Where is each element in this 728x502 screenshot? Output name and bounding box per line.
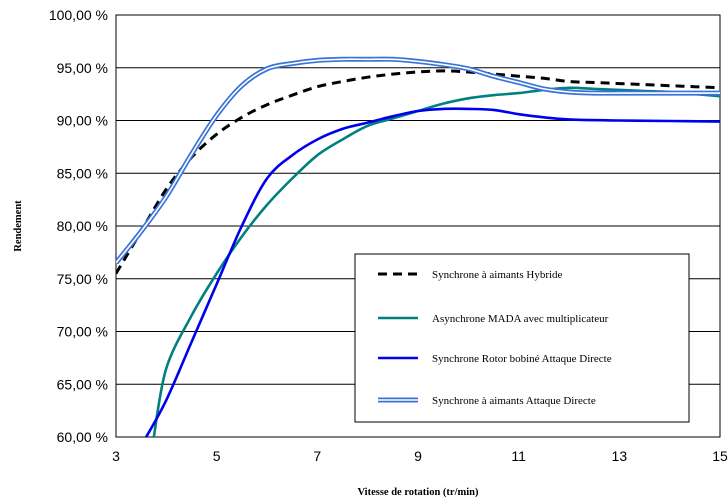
y-tick-label: 100,00 %	[49, 7, 108, 23]
legend-box	[354, 253, 690, 423]
x-tick-label: 13	[612, 448, 628, 464]
y-tick-label: 95,00 %	[57, 60, 108, 76]
y-tick-label: 80,00 %	[57, 218, 108, 234]
y-tick-label: 85,00 %	[57, 165, 108, 181]
x-axis-title: Vitesse de rotation (tr/min)	[357, 487, 479, 498]
x-tick-label: 15	[712, 448, 728, 464]
y-tick-label: 65,00 %	[57, 376, 108, 392]
y-tick-label: 75,00 %	[57, 271, 108, 287]
y-tick-label: 70,00 %	[57, 324, 108, 340]
series-line-asynchrone-mada-avec-multiplicateur	[152, 86, 720, 437]
legend-label-asynchrone-mada-avec-multiplicateur: Asynchrone MADA avec multiplicateur	[432, 313, 609, 325]
x-tick-label: 3	[112, 448, 120, 464]
y-axis-title: Rendement	[13, 200, 24, 252]
x-tick-label: 5	[213, 448, 221, 464]
x-tick-label: 11	[511, 448, 526, 464]
plot-area	[115, 14, 721, 438]
legend-label-synchrone-a-aimants-attaque-directe: Synchrone à aimants Attaque Directe	[432, 395, 596, 407]
series-line-synchrone-rotor-bobine-attaque-directe	[145, 107, 720, 437]
series-layer	[116, 56, 720, 437]
x-tick-label: 7	[313, 448, 321, 464]
tick-labels: 60,00 % 65,00 % 70,00 % 75,00 % 80,00 % 85,00…	[49, 7, 728, 464]
series-line-synchrone-a-aimants-hybride	[116, 69, 720, 275]
x-tick-label: 9	[414, 448, 422, 464]
legend-label-synchrone-rotor-bobine-attaque-directe: Synchrone Rotor bobiné Attaque Directe	[432, 353, 612, 365]
legend: Synchrone à aimants Hybride Asynchrone MA…	[354, 253, 690, 423]
y-tick-label: 90,00 %	[57, 113, 108, 129]
legend-label-synchrone-a-aimants-hybride: Synchrone à aimants Hybride	[432, 269, 563, 281]
y-tick-label: 60,00 %	[57, 429, 108, 445]
series-line-synchrone-a-aimants-attaque-directe-inner	[116, 58, 720, 264]
